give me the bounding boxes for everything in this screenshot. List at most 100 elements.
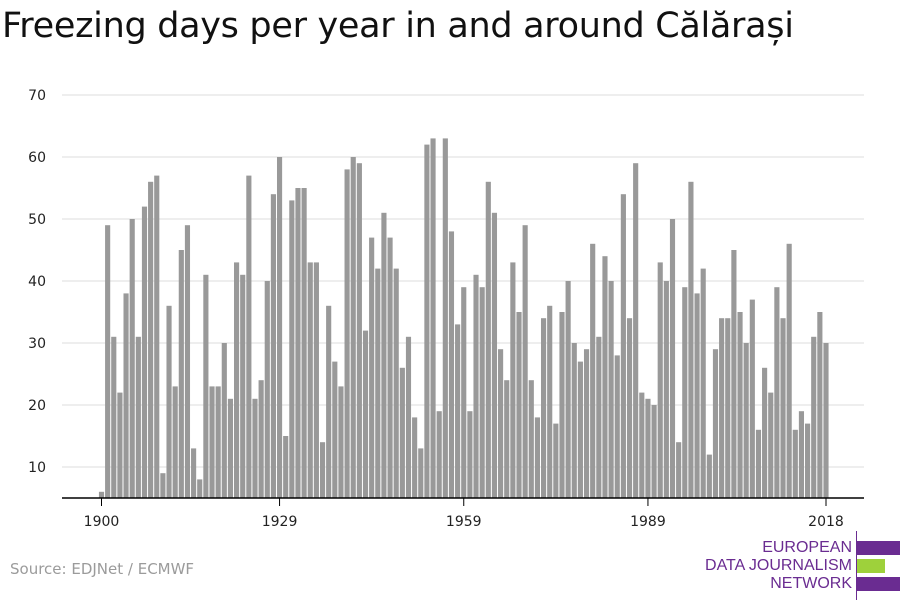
bar (111, 336, 117, 498)
logo-text-data-journalism: DATA JOURNALISM (705, 557, 852, 574)
bar (123, 293, 129, 498)
bar (178, 250, 184, 498)
bar (381, 212, 387, 499)
bar (762, 367, 768, 498)
bar (350, 157, 356, 498)
bar (528, 380, 534, 498)
logo-bar-green (857, 559, 885, 573)
logo-bar-purple-bottom (857, 577, 900, 591)
bar (283, 436, 289, 498)
bar (141, 206, 148, 498)
bar (184, 225, 191, 498)
x-tick-label: 1959 (446, 514, 482, 530)
bar (755, 429, 762, 498)
bar (479, 287, 485, 498)
bar (725, 318, 731, 498)
bar (332, 361, 338, 498)
bar (252, 398, 258, 498)
bar (160, 473, 166, 498)
bar (620, 194, 626, 498)
bar (645, 398, 651, 498)
bar (258, 380, 264, 498)
edjnet-logo: EUROPEAN DATA JOURNALISM NETWORK (705, 531, 900, 600)
bars (98, 138, 829, 499)
bar (356, 163, 362, 498)
y-tick-label: 60 (28, 150, 46, 166)
bar (706, 454, 712, 498)
bar (590, 243, 596, 498)
bar (387, 237, 393, 498)
bar (774, 287, 780, 498)
bar (639, 392, 645, 498)
bar (148, 181, 154, 499)
bar (129, 219, 135, 498)
logo-divider (856, 531, 857, 600)
bar (227, 398, 234, 498)
bar (98, 491, 105, 498)
bar (344, 169, 350, 498)
bar (657, 262, 663, 498)
bar (289, 200, 295, 498)
y-tick-label: 50 (28, 212, 46, 228)
bar (166, 305, 172, 498)
bar (221, 343, 227, 498)
logo-bar-purple-top (857, 541, 900, 555)
bar (669, 219, 676, 498)
y-tick-label: 70 (28, 88, 46, 104)
bar (412, 417, 418, 498)
y-tick-label: 20 (28, 398, 46, 414)
bar (399, 367, 405, 498)
bar (319, 442, 326, 498)
bar (154, 175, 160, 498)
bar (301, 188, 307, 498)
bar (737, 312, 743, 498)
logo-text-network: NETWORK (770, 575, 852, 592)
y-tick-label: 10 (28, 460, 46, 476)
bar (473, 274, 479, 498)
bar (270, 194, 276, 498)
bar (626, 318, 633, 498)
bar (583, 349, 590, 498)
bar (805, 423, 811, 498)
bar (780, 318, 786, 498)
bar (700, 268, 706, 498)
bar (522, 225, 528, 498)
bar (276, 157, 283, 498)
bar (442, 138, 448, 498)
bar (117, 392, 123, 498)
bar (246, 175, 252, 498)
bar (215, 386, 221, 498)
bar (553, 423, 559, 498)
bar (313, 262, 319, 498)
bar (676, 442, 682, 498)
bar (448, 231, 455, 498)
bar (338, 386, 344, 498)
bar (369, 237, 375, 498)
bar (559, 312, 565, 498)
bar (565, 281, 571, 498)
x-tick-label: 1929 (262, 514, 298, 530)
bar (393, 268, 399, 498)
bar (234, 262, 240, 498)
y-tick-label: 40 (28, 274, 46, 290)
bar (614, 355, 620, 498)
bar (430, 138, 436, 498)
bar (663, 281, 669, 498)
bar (534, 417, 540, 498)
bar (264, 281, 270, 498)
bar (491, 212, 498, 499)
bar (455, 324, 461, 498)
bar (375, 268, 381, 498)
bar (719, 318, 725, 498)
bar (602, 256, 608, 498)
bar (571, 343, 577, 498)
bar (712, 349, 719, 498)
bar (436, 411, 442, 498)
y-tick-label: 30 (28, 336, 46, 352)
bar (547, 305, 553, 498)
bar (651, 405, 657, 498)
bar (577, 361, 583, 498)
bar (682, 287, 688, 498)
bar (817, 312, 823, 498)
bar (811, 336, 817, 498)
